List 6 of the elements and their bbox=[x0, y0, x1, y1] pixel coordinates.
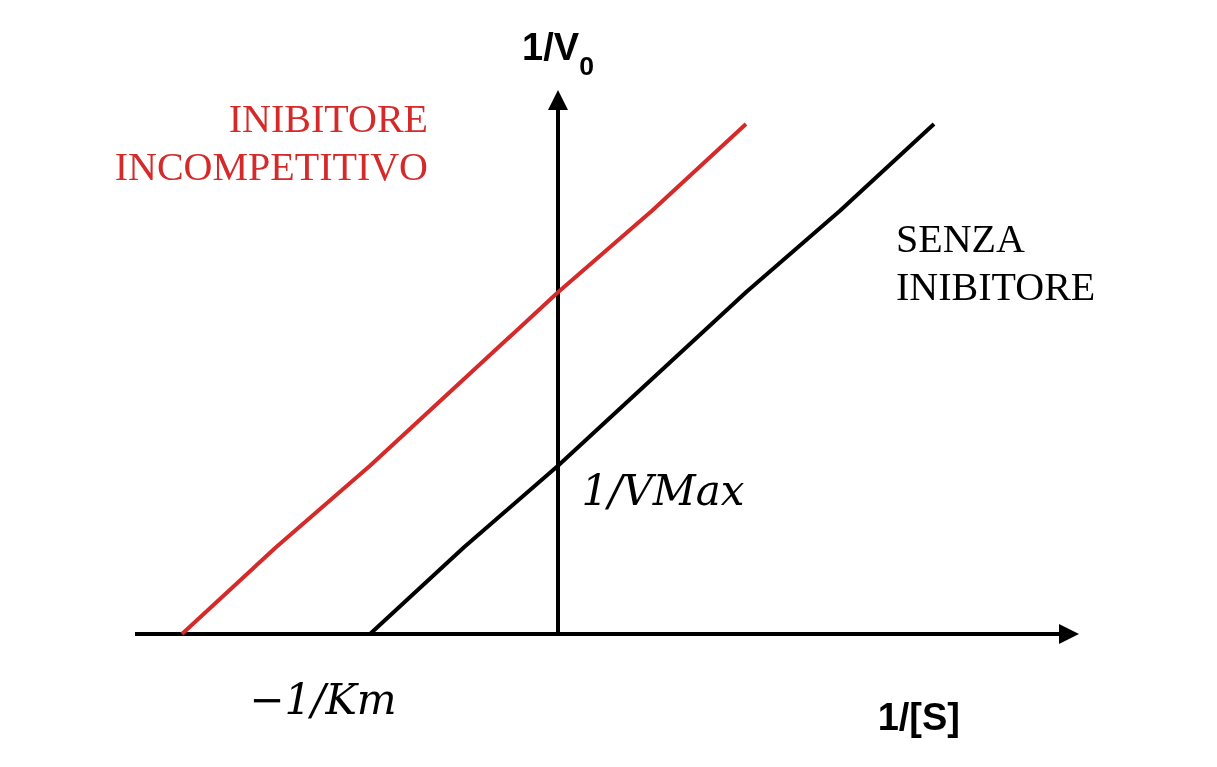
x-axis-title: 1/[S] bbox=[877, 696, 960, 738]
text: −1/Km bbox=[249, 675, 397, 724]
series-label: SENZA INIBITORE bbox=[896, 216, 1096, 310]
y-axis-title: 1/V$_{0}$ bbox=[522, 26, 594, 81]
annotation: 1/VMax bbox=[581, 466, 745, 515]
text: INIBITORE INCOMPETITIVO bbox=[114, 96, 428, 190]
